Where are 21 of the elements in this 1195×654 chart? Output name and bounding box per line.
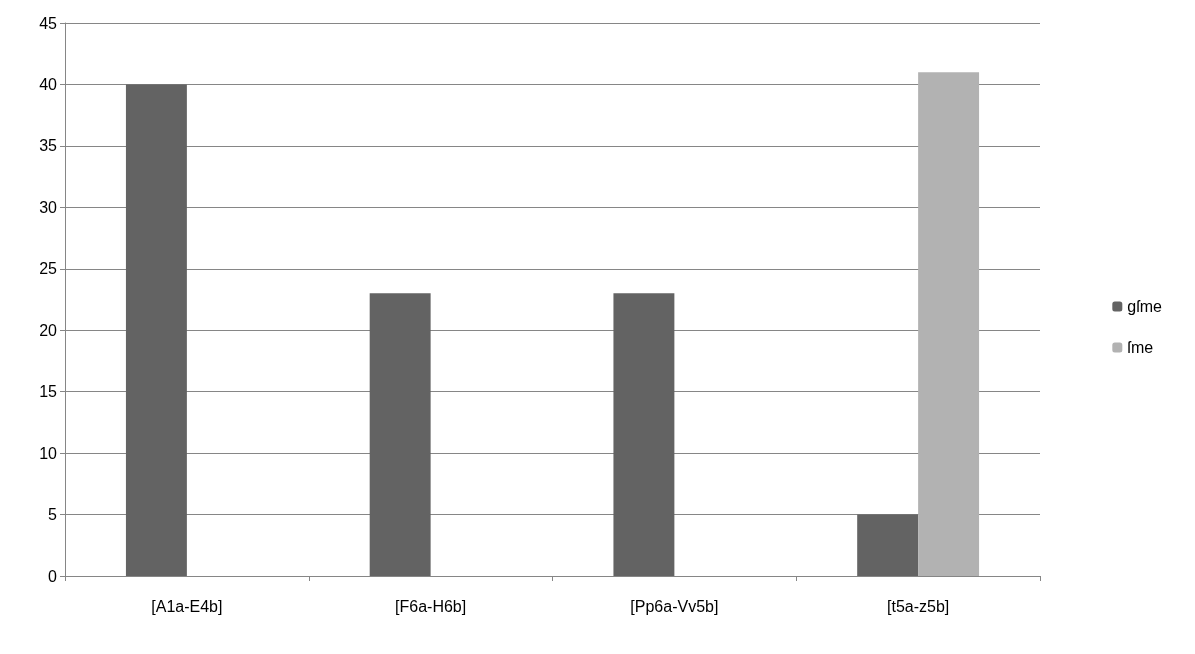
y-tick-label: 30 [39, 198, 58, 216]
y-tick-label: 20 [39, 321, 58, 339]
y-tick-label: 10 [39, 444, 58, 462]
y-tick-label: 0 [48, 567, 58, 585]
legend-label: gſme [1127, 298, 1163, 315]
bar [613, 293, 675, 576]
y-tick-label: 15 [39, 383, 58, 401]
bar [918, 72, 980, 576]
bar [125, 84, 187, 576]
legend-label: ſme [1127, 339, 1154, 356]
x-tick-label: [t5a-z5b] [886, 597, 950, 615]
y-tick-label: 35 [39, 137, 58, 155]
bar [857, 514, 919, 576]
y-tick-label: 5 [48, 506, 58, 524]
x-tick-label: [A1a-E4b] [151, 597, 223, 615]
x-tick-label: [Pp6a-Vv5b] [630, 597, 719, 615]
x-tick-label: [F6a-H6b] [395, 597, 467, 615]
bar [369, 293, 431, 576]
y-tick-label: 40 [39, 75, 58, 93]
y-tick-label: 25 [39, 260, 58, 278]
y-tick-label: 45 [39, 14, 58, 32]
